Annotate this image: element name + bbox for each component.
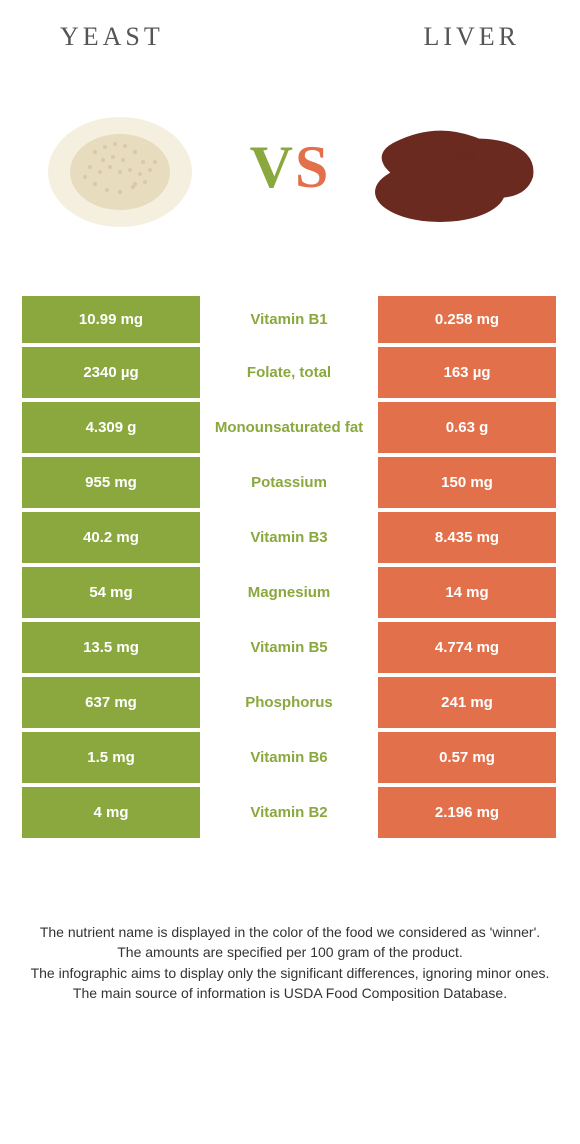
left-value: 1.5 mg <box>22 732 200 783</box>
title-right: LIVER <box>423 22 520 52</box>
nutrient-label: Magnesium <box>200 567 378 618</box>
footer-line: The amounts are specified per 100 gram o… <box>30 942 550 962</box>
right-value: 241 mg <box>378 677 556 728</box>
left-value: 54 mg <box>22 567 200 618</box>
vs-s: S <box>295 134 330 200</box>
nutrient-label: Potassium <box>200 457 378 508</box>
right-value: 163 µg <box>378 347 556 398</box>
table-row: 40.2 mgVitamin B38.435 mg <box>22 512 558 567</box>
vs-label: VS <box>250 133 331 202</box>
liver-icon <box>365 97 555 237</box>
nutrient-label: Vitamin B6 <box>200 732 378 783</box>
right-value: 150 mg <box>378 457 556 508</box>
left-value: 4.309 g <box>22 402 200 453</box>
table-row: 4.309 gMonounsaturated fat0.63 g <box>22 402 558 457</box>
right-value: 0.63 g <box>378 402 556 453</box>
table-row: 637 mgPhosphorus241 mg <box>22 677 558 732</box>
left-value: 4 mg <box>22 787 200 838</box>
yeast-icon <box>25 72 215 262</box>
nutrient-label: Vitamin B2 <box>200 787 378 838</box>
table-row: 54 mgMagnesium14 mg <box>22 567 558 622</box>
title-left: YEAST <box>60 22 164 52</box>
vs-row: VS <box>0 62 580 292</box>
footer-line: The main source of information is USDA F… <box>30 983 550 1003</box>
table-row: 1.5 mgVitamin B60.57 mg <box>22 732 558 787</box>
left-value: 637 mg <box>22 677 200 728</box>
footer-line: The infographic aims to display only the… <box>30 963 550 983</box>
right-value: 14 mg <box>378 567 556 618</box>
yeast-image <box>20 72 220 262</box>
comparison-table: 10.99 mgVitamin B10.258 mg2340 µgFolate,… <box>22 292 558 842</box>
table-row: 10.99 mgVitamin B10.258 mg <box>22 292 558 347</box>
nutrient-label: Folate, total <box>200 347 378 398</box>
table-row: 13.5 mgVitamin B54.774 mg <box>22 622 558 677</box>
left-value: 2340 µg <box>22 347 200 398</box>
right-value: 0.258 mg <box>378 296 556 343</box>
liver-image <box>360 72 560 262</box>
right-value: 8.435 mg <box>378 512 556 563</box>
vs-v: V <box>250 134 295 200</box>
footer-notes: The nutrient name is displayed in the co… <box>0 842 580 1023</box>
left-value: 955 mg <box>22 457 200 508</box>
left-value: 10.99 mg <box>22 296 200 343</box>
table-row: 955 mgPotassium150 mg <box>22 457 558 512</box>
table-row: 2340 µgFolate, total163 µg <box>22 347 558 402</box>
footer-line: The nutrient name is displayed in the co… <box>30 922 550 942</box>
right-value: 0.57 mg <box>378 732 556 783</box>
right-value: 4.774 mg <box>378 622 556 673</box>
left-value: 13.5 mg <box>22 622 200 673</box>
nutrient-label: Vitamin B1 <box>200 296 378 343</box>
table-row: 4 mgVitamin B22.196 mg <box>22 787 558 842</box>
nutrient-label: Vitamin B3 <box>200 512 378 563</box>
nutrient-label: Phosphorus <box>200 677 378 728</box>
left-value: 40.2 mg <box>22 512 200 563</box>
header: YEAST LIVER <box>0 0 580 62</box>
right-value: 2.196 mg <box>378 787 556 838</box>
nutrient-label: Vitamin B5 <box>200 622 378 673</box>
nutrient-label: Monounsaturated fat <box>200 402 378 453</box>
